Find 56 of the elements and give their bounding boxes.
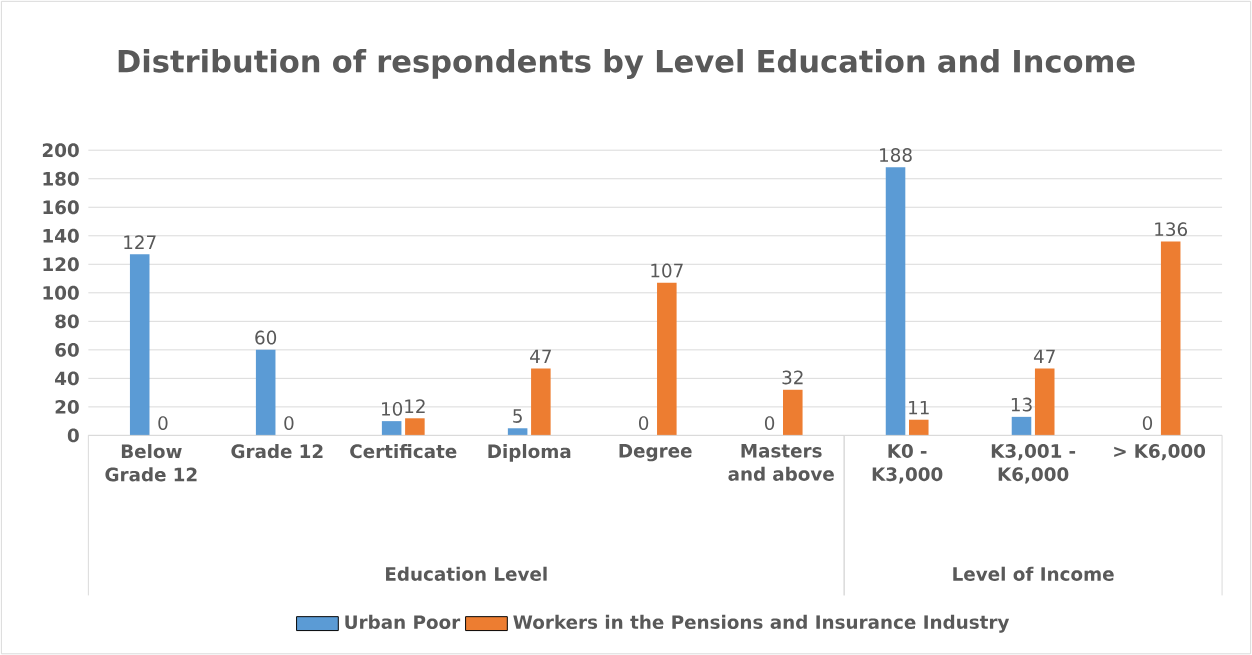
x-tick-label: Grade 12	[231, 443, 323, 459]
y-tick-label: 40	[55, 371, 79, 386]
chart-title: Distribution of respondents by Level Education and Income	[118, 48, 1135, 79]
data-label: 0	[158, 416, 168, 430]
x-tick-label: Below Grade 12	[105, 443, 197, 482]
legend-label: Urban Poor	[345, 614, 461, 629]
data-label: 188	[880, 147, 912, 162]
bar	[1034, 368, 1055, 436]
x-tick-label: Certificate	[350, 443, 457, 459]
data-label: 136	[1155, 222, 1188, 237]
data-label: 10	[382, 401, 403, 416]
text: Level of Income	[953, 566, 1114, 581]
bar	[255, 349, 276, 436]
x-tick-label: K3,001 - K6,000	[991, 443, 1076, 484]
bar	[129, 254, 150, 436]
bar	[783, 389, 803, 436]
y-tick-label: 100	[43, 285, 79, 300]
bar	[405, 418, 425, 436]
y-tick-label: 0	[67, 428, 79, 443]
data-label: 13	[1011, 397, 1032, 412]
y-tick-label: 20	[55, 399, 79, 414]
data-label: 0	[1142, 416, 1153, 430]
y-tick-label: 140	[43, 228, 79, 243]
y-tick-label: 180	[43, 171, 79, 186]
data-label: 12	[405, 399, 425, 413]
bar	[657, 282, 677, 436]
x-tick-label: K0 - K3,000	[872, 443, 943, 484]
bar	[507, 428, 528, 436]
y-tick-label: 80	[55, 314, 79, 329]
data-label: 0	[284, 416, 294, 430]
bar	[1160, 241, 1181, 436]
data-label: 107	[651, 263, 683, 278]
x-tick-label: Diploma	[488, 443, 571, 462]
bar	[531, 368, 551, 436]
data-label: 60	[255, 330, 277, 345]
data-label: 0	[764, 416, 775, 430]
data-label: 11	[909, 400, 929, 415]
bar	[381, 421, 402, 436]
x-tick-label: Masters and above	[728, 443, 834, 481]
x-tick-label: > K6,000	[1114, 443, 1206, 461]
data-label: 47	[530, 349, 551, 363]
text: Education Level	[386, 566, 547, 581]
x-tick-label: Degree	[619, 443, 692, 462]
y-tick-label: 120	[43, 257, 79, 272]
data-label: 5	[513, 409, 522, 423]
y-tick-label: 160	[43, 200, 79, 215]
y-tick-label: 200	[42, 143, 79, 158]
y-tick-label: 60	[55, 342, 79, 357]
data-label: 0	[638, 416, 649, 430]
legend-label: Workers in the Pensions and Insurance Industry	[513, 614, 1010, 633]
data-label: 47	[1033, 349, 1055, 363]
data-label: 32	[782, 370, 803, 385]
bar	[885, 167, 906, 436]
data-label: 127	[124, 235, 156, 249]
bar	[908, 419, 929, 436]
bar	[1011, 416, 1032, 436]
